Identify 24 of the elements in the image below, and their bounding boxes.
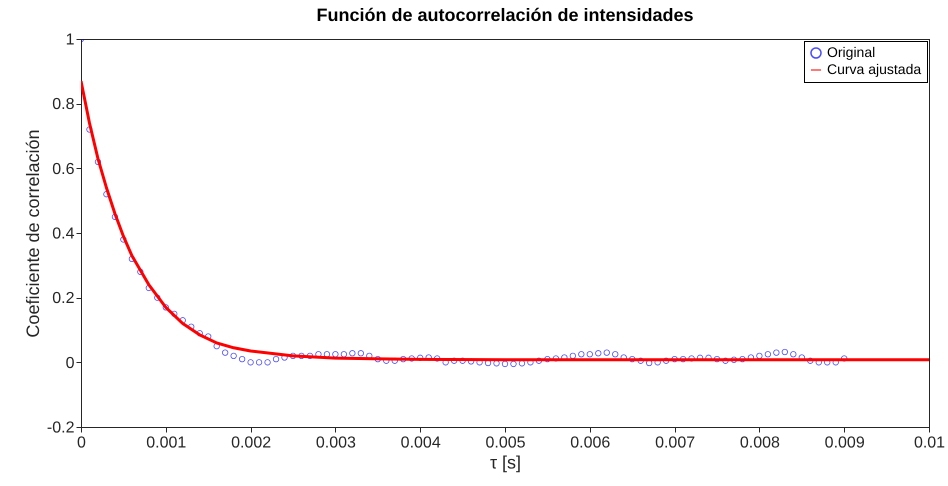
y-tick-label: 1 — [66, 32, 75, 48]
x-tick-label: 0.002 — [231, 434, 272, 452]
x-tick-label: 0.004 — [400, 434, 441, 452]
x-axis-title: τ [s] — [490, 452, 522, 472]
x-tick-label: 0.009 — [824, 434, 865, 452]
x-tick-label: 0.007 — [655, 434, 696, 452]
x-tick-label: 0 — [77, 434, 86, 452]
x-tick-label: 0.003 — [316, 434, 356, 452]
y-tick-label: 0 — [66, 354, 75, 372]
y-tick-label: 0.6 — [52, 160, 75, 178]
x-tick-label: 0.01 — [914, 434, 946, 452]
line-series — [81, 80, 929, 362]
x-tick-label: 0.001 — [146, 434, 186, 452]
legend-label: Original — [827, 44, 876, 60]
y-tick-label: 0.4 — [52, 226, 75, 242]
legend-label: Curva ajustada — [827, 61, 922, 77]
y-axis-title: Coeficiente de correlación — [22, 129, 43, 338]
x-tick-label: 0.008 — [740, 434, 780, 452]
y-tick-label: 0.8 — [52, 96, 75, 114]
x-tick-label: 0.006 — [570, 434, 610, 452]
y-tick-label: 0.2 — [52, 290, 75, 308]
y-tick-label: -0.2 — [46, 420, 75, 436]
chart-title: Función de autocorrelación de intensidades — [316, 5, 694, 25]
x-tick-label: 0.005 — [485, 434, 526, 452]
